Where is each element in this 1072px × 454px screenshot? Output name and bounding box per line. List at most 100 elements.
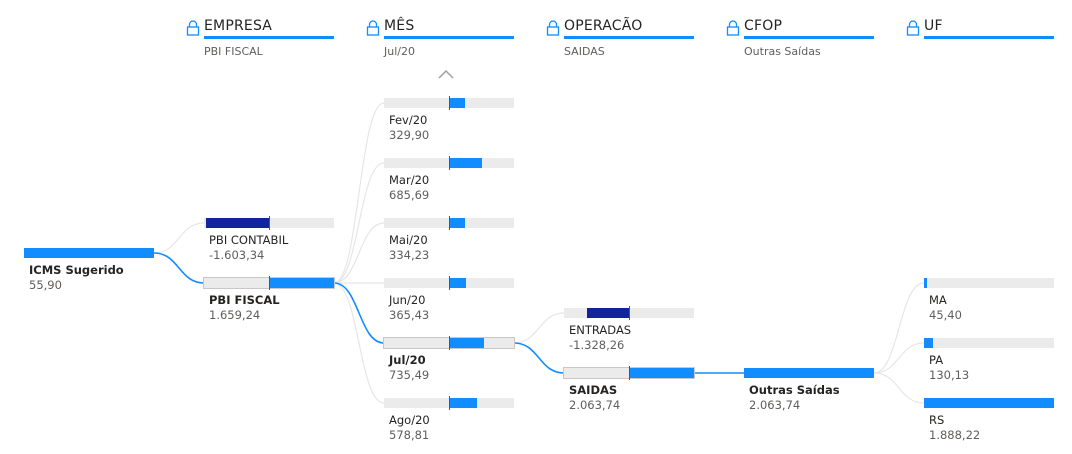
column-selection: SAIDAS [564, 45, 605, 58]
node-bar-fill [449, 278, 467, 288]
tree-node[interactable]: Outras Saídas 2.063,74 [744, 368, 874, 412]
connector [333, 162, 385, 284]
tree-node[interactable]: ENTRADAS -1.328,26 [564, 306, 694, 352]
node-value: 365,43 [389, 308, 430, 322]
tree-node[interactable]: Mai/20 334,23 [384, 216, 514, 262]
node-bar-fill [629, 368, 694, 378]
tree-node[interactable]: SAIDAS 2.063,74 [564, 366, 694, 412]
node-bar-fill [744, 368, 874, 378]
node-bar-fill [449, 338, 485, 348]
lock-icon[interactable] [366, 20, 380, 36]
node-bar-fill [269, 278, 334, 288]
node-value: 2.063,74 [749, 398, 801, 412]
node-value: -1.328,26 [569, 338, 625, 352]
zero-axis-marker [269, 276, 270, 290]
node-value: 130,13 [929, 368, 970, 382]
node-bar-fill [449, 158, 482, 168]
tree-node[interactable]: PBI CONTABIL -1.603,34 [204, 216, 334, 262]
column-selection: Outras Saídas [744, 45, 821, 58]
node-bar-fill [449, 398, 477, 408]
node-value: 2.063,74 [569, 398, 621, 412]
chevron-up-icon[interactable] [437, 68, 455, 80]
tree-node[interactable]: PA 130,13 [924, 338, 1054, 382]
node-value: 685,69 [389, 188, 430, 202]
active-connector [513, 342, 565, 374]
node-bar[interactable] [384, 276, 514, 290]
node-bar[interactable] [384, 336, 514, 350]
lock-icon[interactable] [726, 20, 740, 36]
zero-axis-marker [629, 366, 630, 380]
node-bar[interactable] [24, 248, 154, 258]
node-bar[interactable] [384, 156, 514, 170]
zero-axis-marker [269, 216, 270, 230]
tree-node[interactable]: ICMS Sugerido 55,90 [24, 248, 154, 292]
connector [873, 342, 925, 374]
node-value: 1.888,22 [929, 428, 981, 442]
node-value: -1.603,34 [209, 248, 265, 262]
node-value: 735,49 [389, 368, 430, 382]
node-label: Ago/20 [389, 413, 430, 427]
node-label: RS [929, 413, 945, 427]
tree-node[interactable]: PBI FISCAL 1.659,24 [204, 276, 334, 322]
node-bar-fill [924, 398, 1054, 408]
tree-node[interactable]: Mar/20 685,69 [384, 156, 514, 202]
node-bar-fill [587, 308, 629, 318]
node-bar[interactable] [384, 216, 514, 230]
column-header-4: CFOP Outras Saídas [726, 18, 894, 58]
active-connector [153, 252, 205, 284]
node-label: Mar/20 [389, 173, 430, 187]
tree-node[interactable]: Jul/20 735,49 [384, 336, 514, 382]
node-value: 329,90 [389, 128, 430, 142]
node-value: 55,90 [29, 278, 62, 292]
node-bar[interactable] [924, 338, 1054, 348]
column-header-1: EMPRESA PBI FISCAL [186, 18, 354, 58]
column-title[interactable]: UF [924, 18, 1054, 39]
connector [513, 312, 565, 344]
zero-axis-marker [449, 276, 450, 290]
zero-axis-marker [629, 306, 630, 320]
tree-node[interactable]: MA 45,40 [924, 278, 1054, 322]
connector [333, 282, 385, 404]
node-bar[interactable] [204, 216, 334, 230]
node-label: Mai/20 [389, 233, 428, 247]
node-value: 45,40 [929, 308, 962, 322]
column-title[interactable]: CFOP [744, 18, 874, 39]
tree-node[interactable]: Jun/20 365,43 [384, 276, 514, 322]
node-bar[interactable] [384, 96, 514, 110]
node-label: PBI CONTABIL [209, 233, 289, 247]
node-bar[interactable] [204, 276, 334, 290]
node-bar-fill [924, 338, 933, 348]
node-label: SAIDAS [569, 383, 618, 397]
node-label: ICMS Sugerido [29, 263, 124, 277]
lock-icon[interactable] [906, 20, 920, 36]
node-label: ENTRADAS [569, 323, 632, 337]
node-label: PA [929, 353, 944, 367]
column-selection: PBI FISCAL [204, 45, 263, 58]
node-label: MA [929, 293, 947, 307]
node-bar[interactable] [564, 306, 694, 320]
node-bar-fill [449, 218, 465, 228]
node-value: 578,81 [389, 428, 430, 442]
node-bar[interactable] [924, 278, 1054, 288]
column-header-3: OPERACÃO SAIDAS [546, 18, 714, 58]
tree-node[interactable]: Ago/20 578,81 [384, 396, 514, 442]
node-value: 1.659,24 [209, 308, 261, 322]
node-label: Jul/20 [389, 353, 426, 367]
column-title[interactable]: MÊS [384, 18, 514, 39]
column-title[interactable]: EMPRESA [204, 18, 334, 39]
connector [873, 282, 925, 374]
column-header-2: MÊS Jul/20 [366, 18, 534, 58]
lock-icon[interactable] [546, 20, 560, 36]
node-bar-fill [206, 218, 269, 228]
node-bar[interactable] [924, 398, 1054, 408]
connector [873, 372, 925, 404]
connector [333, 222, 385, 284]
node-bar[interactable] [384, 396, 514, 410]
tree-node[interactable]: RS 1.888,22 [924, 398, 1054, 442]
node-bar[interactable] [744, 368, 874, 378]
tree-node[interactable]: Fev/20 329,90 [384, 96, 514, 142]
column-title[interactable]: OPERACÃO [564, 18, 694, 39]
lock-icon[interactable] [186, 20, 200, 36]
node-bar[interactable] [564, 366, 694, 380]
